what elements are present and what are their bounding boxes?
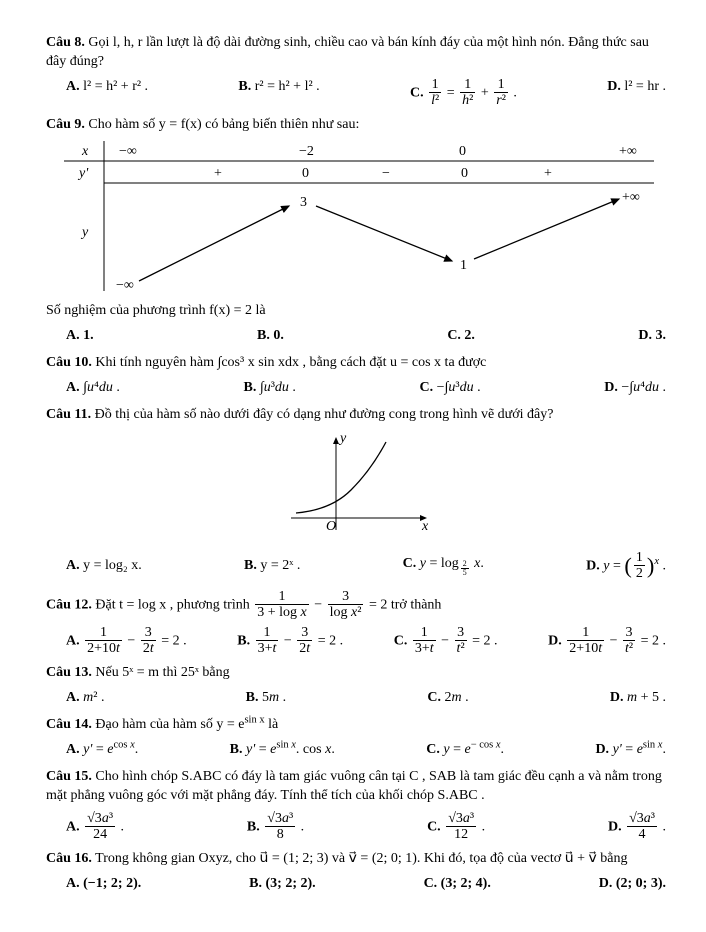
q12-opt-c: C. 13+t − 3t² = 2 . <box>394 626 498 656</box>
q13-label: Câu 13. <box>46 665 92 680</box>
q12-options: A. 12+10t − 32t = 2 . B. 13+t − 32t = 2 … <box>46 626 666 656</box>
question-15: Câu 15. Cho hình chóp S.ABC có đáy là ta… <box>46 768 666 806</box>
tv-plus2: + <box>544 166 552 181</box>
q16-options: A. (−1; 2; 2). B. (3; 2; 2). C. (3; 2; 4… <box>46 875 666 894</box>
tv-pinf: +∞ <box>619 144 637 159</box>
q8-text: Gọi l, h, r lần lượt là độ dài đường sin… <box>46 35 649 69</box>
q9-b: B. 0. <box>257 328 284 343</box>
q14-text: Đạo hàm của hàm số y = e <box>95 717 244 732</box>
q11-text: Đồ thị của hàm số nào dưới đây có dạng n… <box>95 407 554 422</box>
q16-a: A. (−1; 2; 2). <box>66 876 141 891</box>
q14-label: Câu 14. <box>46 717 92 732</box>
q13-options: A. m² . B. 5m . C. 2m . D. m + 5 . <box>46 689 666 708</box>
tv-three: 3 <box>300 195 307 210</box>
question-14: Câu 14. Đạo hàm của hàm số y = esin x là <box>46 716 666 735</box>
question-8: Câu 8. Gọi l, h, r lần lượt là độ dài đư… <box>46 34 666 72</box>
q12-label: Câu 12. <box>46 597 92 612</box>
q13-text: Nếu 5ˣ = m thì 25ˣ bằng <box>95 665 229 680</box>
tv-x: x <box>81 144 89 159</box>
q16-b: B. (3; 2; 2). <box>249 876 316 891</box>
q11-label: Câu 11. <box>46 407 91 422</box>
q8-options: A. l² = h² + r² . B. r² = h² + l² . C. 1… <box>46 78 666 108</box>
q9-options: A. 1. B. 0. C. 2. D. 3. <box>46 327 666 346</box>
q15-opt-b: B. √3a³8 . <box>247 812 304 842</box>
q9-variation-table: x −∞ −2 0 +∞ y' + 0 − 0 + y 3 1 +∞ −∞ <box>64 141 666 298</box>
q12-text: Đặt t = log x , phương trình <box>95 597 253 612</box>
q11-olabel: O <box>326 519 336 534</box>
tv-yp: y' <box>77 166 89 181</box>
question-16: Câu 16. Trong không gian Oxyz, cho u⃗ = … <box>46 850 666 869</box>
q15-opt-a: A. √3a³24 . <box>66 812 124 842</box>
q14-opt-b: B. y' = esin x. cos x. <box>230 741 335 760</box>
tv-ninf: −∞ <box>119 144 137 159</box>
tv-zero: 0 <box>459 144 466 159</box>
q12-opt-d: D. 12+10t − 3t² = 2 . <box>548 626 666 656</box>
q15-options: A. √3a³24 . B. √3a³8 . C. √3a³12 . D. √3… <box>46 812 666 842</box>
tv-ninf2: −∞ <box>116 278 134 291</box>
q11-xlabel: x <box>421 519 429 534</box>
q8-opt-c: C. 1l² = 1h² + 1r² . <box>410 78 517 108</box>
question-12: Câu 12. Đặt t = log x , phương trình 13 … <box>46 590 666 620</box>
q9-c: C. 2. <box>447 328 475 343</box>
tv-y: y <box>80 225 89 240</box>
q12-opt-a: A. 12+10t − 32t = 2 . <box>66 626 187 656</box>
q11-ylabel: y <box>338 431 347 446</box>
q9-d: D. 3. <box>638 328 666 343</box>
q11-opt-a: A. y = log₂ x. <box>66 557 142 576</box>
tv-minus: − <box>382 166 390 181</box>
q15-label: Câu 15. <box>46 769 92 784</box>
q14-opt-c: C. y = e− cos x. <box>426 741 504 760</box>
q10-text: Khi tính nguyên hàm ∫cos³ x sin xdx , bằ… <box>95 355 486 370</box>
q16-c: C. (3; 2; 4). <box>424 876 491 891</box>
q11-opt-b: B. y = 2ˣ . <box>244 557 300 576</box>
q9-label: Câu 9. <box>46 117 85 132</box>
tv-m2: −2 <box>299 144 314 159</box>
q9-a: A. 1. <box>66 328 94 343</box>
q14-opt-d: D. y' = esin x. <box>595 741 666 760</box>
q8-opt-b: B. r² = h² + l² . <box>238 78 319 108</box>
q8-label: Câu 8. <box>46 35 85 50</box>
q11-options: A. y = log₂ x. B. y = 2ˣ . C. y = log25 … <box>46 551 666 581</box>
q11-graph: y x O <box>46 430 666 547</box>
q14-opt-a: A. y' = ecos x. <box>66 741 138 760</box>
q10-label: Câu 10. <box>46 355 92 370</box>
question-9: Câu 9. Cho hàm số y = f(x) có bảng biến … <box>46 116 666 135</box>
page: Câu 8. Gọi l, h, r lần lượt là độ dài đư… <box>0 0 706 932</box>
question-10: Câu 10. Khi tính nguyên hàm ∫cos³ x sin … <box>46 354 666 373</box>
tv-z2: 0 <box>461 166 468 181</box>
q14-options: A. y' = ecos x. B. y' = esin x. cos x. C… <box>46 741 666 760</box>
question-11: Câu 11. Đồ thị của hàm số nào dưới đây c… <box>46 406 666 425</box>
tv-z1: 0 <box>302 166 309 181</box>
tv-plus1: + <box>214 166 222 181</box>
tv-one: 1 <box>460 258 467 273</box>
q15-opt-c: C. √3a³12 . <box>427 812 485 842</box>
question-13: Câu 13. Nếu 5ˣ = m thì 25ˣ bằng <box>46 664 666 683</box>
q9-solution-text: Số nghiệm của phương trình f(x) = 2 là <box>46 302 666 321</box>
q8-opt-a: A. l² = h² + r² . <box>66 78 148 108</box>
q15-text: Cho hình chóp S.ABC có đáy là tam giác v… <box>46 769 662 803</box>
q12-opt-b: B. 13+t − 32t = 2 . <box>237 626 343 656</box>
q15-opt-d: D. √3a³4 . <box>608 812 666 842</box>
q11-opt-c: C. y = log25 x. <box>403 555 484 577</box>
q8-opt-d: D. l² = hr . <box>607 78 666 108</box>
q11-opt-d: D. y = (12)x . <box>586 551 666 581</box>
q10-options: A. ∫u⁴du . B. ∫u³du . C. −∫u³du . D. −∫u… <box>46 379 666 398</box>
q16-d: D. (2; 0; 3). <box>599 876 666 891</box>
q16-label: Câu 16. <box>46 851 92 866</box>
tv-pinf2: +∞ <box>622 190 640 205</box>
q9-text: Cho hàm số y = f(x) có bảng biến thiên n… <box>88 117 359 132</box>
